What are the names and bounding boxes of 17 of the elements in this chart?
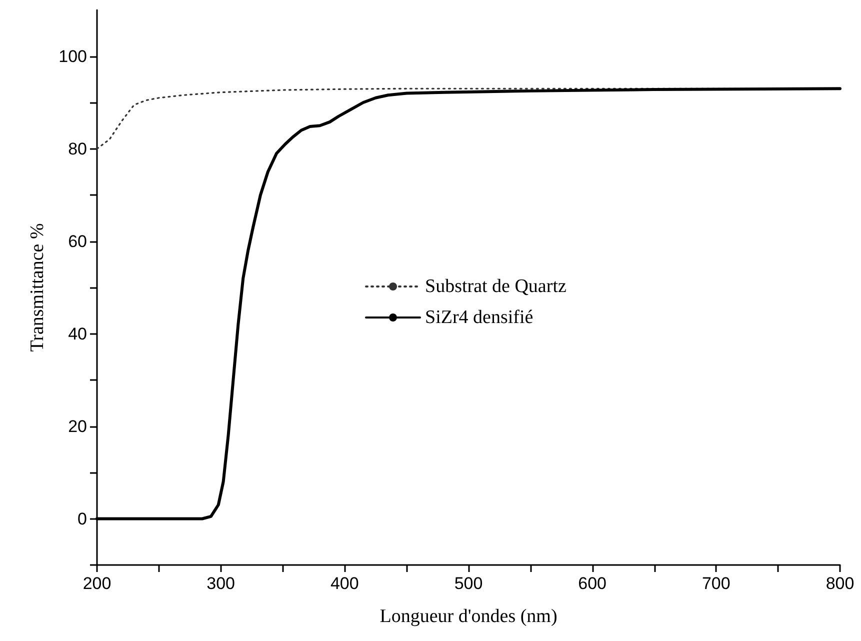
x-tick-label: 200 [82, 574, 112, 593]
x-tick-label: 300 [206, 574, 236, 593]
legend-label: Substrat de Quartz [425, 276, 566, 297]
x-axis-title: Longueur d'ondes (nm) [380, 606, 558, 627]
y-axis-title: Transmittance % [27, 223, 48, 352]
y-tick-label: 20 [68, 416, 87, 436]
x-tick-label: 700 [702, 574, 730, 593]
y-tick-label: 0 [78, 509, 87, 528]
y-tick-label: 100 [58, 46, 87, 66]
x-tick-label: 800 [826, 574, 854, 593]
y-tick-label: 40 [68, 324, 87, 344]
y-tick-label: 80 [68, 139, 87, 158]
y-tick-label: 60 [68, 232, 87, 251]
legend-label: SiZr4 densifié [425, 307, 534, 328]
x-tick-label: 400 [330, 574, 359, 593]
x-tick-label: 500 [454, 574, 483, 593]
x-tick-label: 600 [578, 574, 607, 593]
